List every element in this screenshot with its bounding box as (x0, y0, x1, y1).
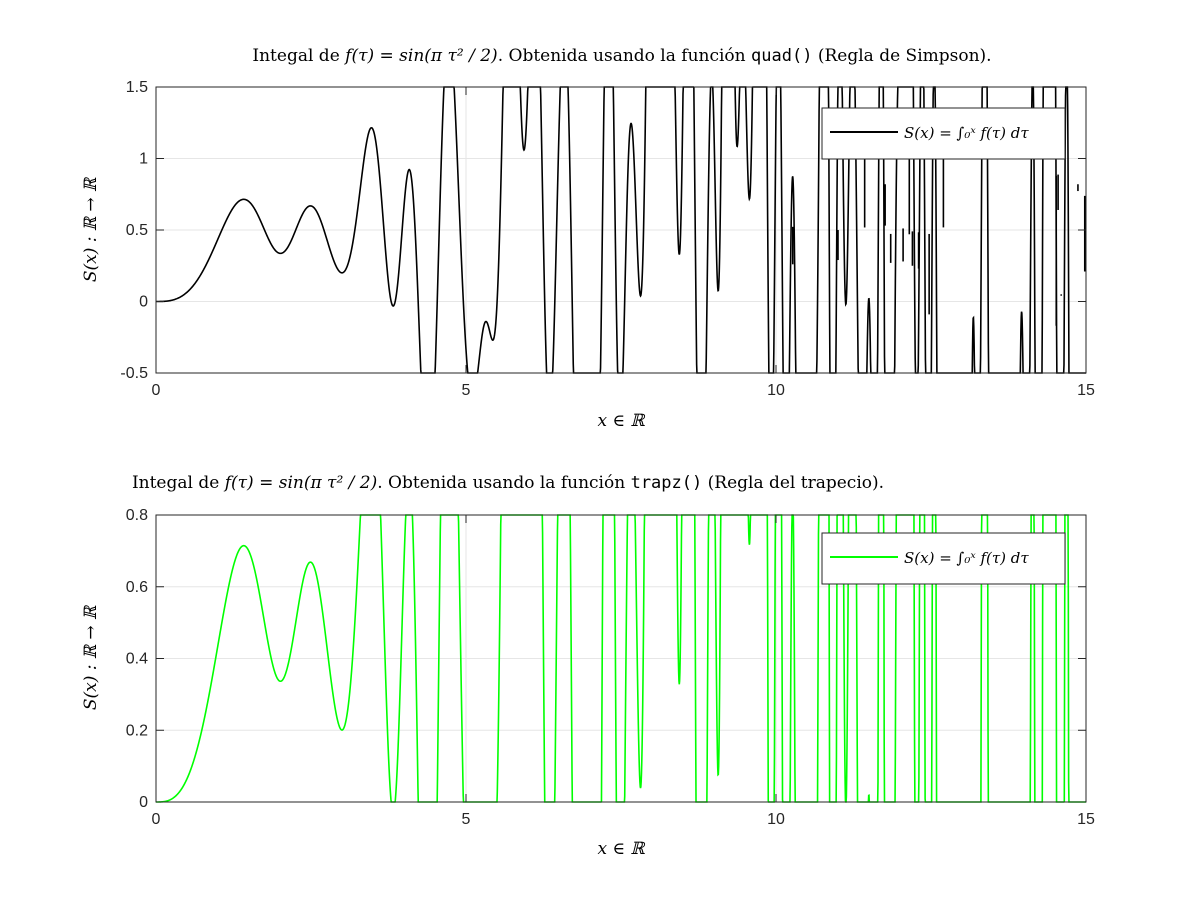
plot-2-title: Integal de f(τ) = sin(π τ² / 2). Obtenid… (132, 473, 884, 493)
y-tick-label: 0.2 (126, 722, 148, 739)
x-tick-label: 15 (1077, 811, 1095, 828)
plot-2-title-func: trapz() (631, 473, 703, 493)
plot-2-legend-box (821, 532, 1066, 585)
plot-1-title-func: quad() (751, 46, 812, 66)
plot-1-xlabel: x ∈ ℝ (597, 411, 646, 431)
plot-2-ylabel: S(x) : ℝ → ℝ (81, 604, 101, 710)
y-tick-label: -0.5 (120, 365, 148, 382)
y-tick-label: 1 (139, 151, 148, 168)
x-tick-label: 5 (462, 382, 471, 399)
x-tick-label: 0 (152, 811, 161, 828)
plot-1-ylabel: S(x) : ℝ → ℝ (81, 176, 101, 282)
plot-2-ticks: 0 5 10 15 0 0.2 0.4 0.6 0.8 (126, 507, 1095, 828)
x-tick-label: 15 (1077, 382, 1095, 399)
y-tick-label: 1.5 (126, 79, 148, 96)
plot-2-title-prefix: Integal de (132, 473, 225, 493)
plot-1-title-middle: . Obtenida usando la función (498, 46, 751, 66)
plot-2-legend-label: S(x) = ∫₀ˣ f(τ) dτ (904, 549, 1029, 567)
plot-1-title-formula: f(τ) = sin(π τ² / 2) (343, 46, 498, 66)
y-tick-label: 0 (139, 794, 148, 811)
plot-2-title-formula: f(τ) = sin(π τ² / 2) (223, 473, 378, 493)
x-tick-label: 10 (767, 811, 785, 828)
y-tick-label: 0.4 (126, 651, 148, 668)
plot-2-legend: S(x) = ∫₀ˣ f(τ) dτ (821, 532, 1066, 585)
plot-2-xlabel: x ∈ ℝ (597, 839, 646, 859)
x-tick-label: 10 (767, 382, 785, 399)
plot-1-legend-box (821, 107, 1066, 160)
plot-1-legend: S(x) = ∫₀ˣ f(τ) dτ (821, 107, 1066, 160)
plot-1: Integal de f(τ) = sin(π τ² / 2). Obtenid… (81, 46, 1095, 431)
y-tick-label: 0.8 (126, 507, 148, 524)
plot-1-legend-label: S(x) = ∫₀ˣ f(τ) dτ (904, 124, 1029, 142)
plot-2-title-suffix: (Regla del trapecio). (702, 473, 884, 493)
y-tick-label: 0 (139, 294, 148, 311)
x-tick-label: 5 (462, 811, 471, 828)
y-tick-label: 0.6 (126, 579, 148, 596)
plot-2: Integal de f(τ) = sin(π τ² / 2). Obtenid… (81, 473, 1095, 859)
plot-1-title-suffix: (Regla de Simpson). (812, 46, 991, 66)
plot-1-ticks: 0 5 10 15-0.500.511.5 (120, 79, 1095, 399)
plot-1-title: Integal de f(τ) = sin(π τ² / 2). Obtenid… (252, 46, 991, 66)
x-tick-label: 0 (152, 382, 161, 399)
plot-2-title-middle: . Obtenida usando la función (377, 473, 630, 493)
plot-1-title-prefix: Integal de (252, 46, 345, 66)
y-tick-label: 0.5 (126, 222, 148, 239)
